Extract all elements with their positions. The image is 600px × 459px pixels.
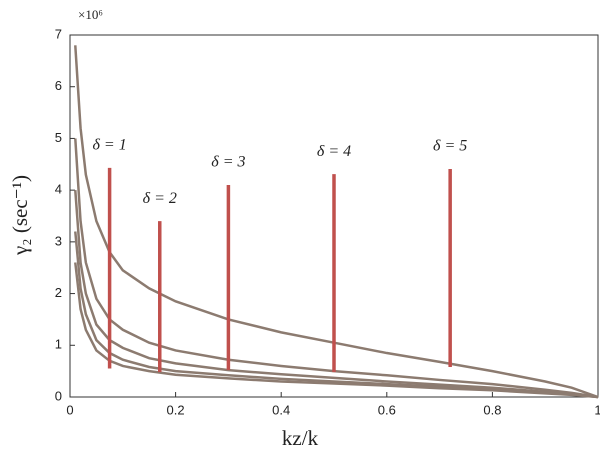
- y-tick-label: 1: [55, 337, 62, 352]
- y-tick-label: 5: [55, 130, 62, 145]
- y-tick-label: 7: [55, 26, 62, 41]
- marker-label: δ = 2: [143, 190, 177, 207]
- plot-frame: [69, 34, 599, 398]
- x-tick-label: 0.8: [483, 402, 501, 417]
- x-axis-label: kz/k: [282, 426, 319, 450]
- x-tick-label: 0.4: [272, 402, 290, 417]
- marker-label: δ = 5: [433, 138, 467, 155]
- x-tick-label: 0.2: [167, 402, 185, 417]
- y-tick-label: 4: [55, 182, 62, 197]
- curve: [74, 190, 599, 399]
- y-tick-label: 3: [55, 233, 62, 248]
- x-tick-label: 0.6: [378, 402, 396, 417]
- x-tick-label: 0: [66, 402, 73, 417]
- y-tick-label: 6: [55, 78, 62, 93]
- x-tick-label: 1: [594, 402, 600, 417]
- marker-label: δ = 4: [317, 143, 351, 160]
- curve: [74, 262, 599, 399]
- y-tick-label: 0: [55, 388, 62, 403]
- y-scale-label: ×10⁶: [78, 7, 103, 22]
- marker-label: δ = 3: [211, 154, 245, 171]
- y-axis-label: γ₂ (sec⁻¹): [8, 175, 32, 256]
- y-tick-label: 2: [55, 285, 62, 300]
- marker-label: δ = 1: [92, 137, 126, 154]
